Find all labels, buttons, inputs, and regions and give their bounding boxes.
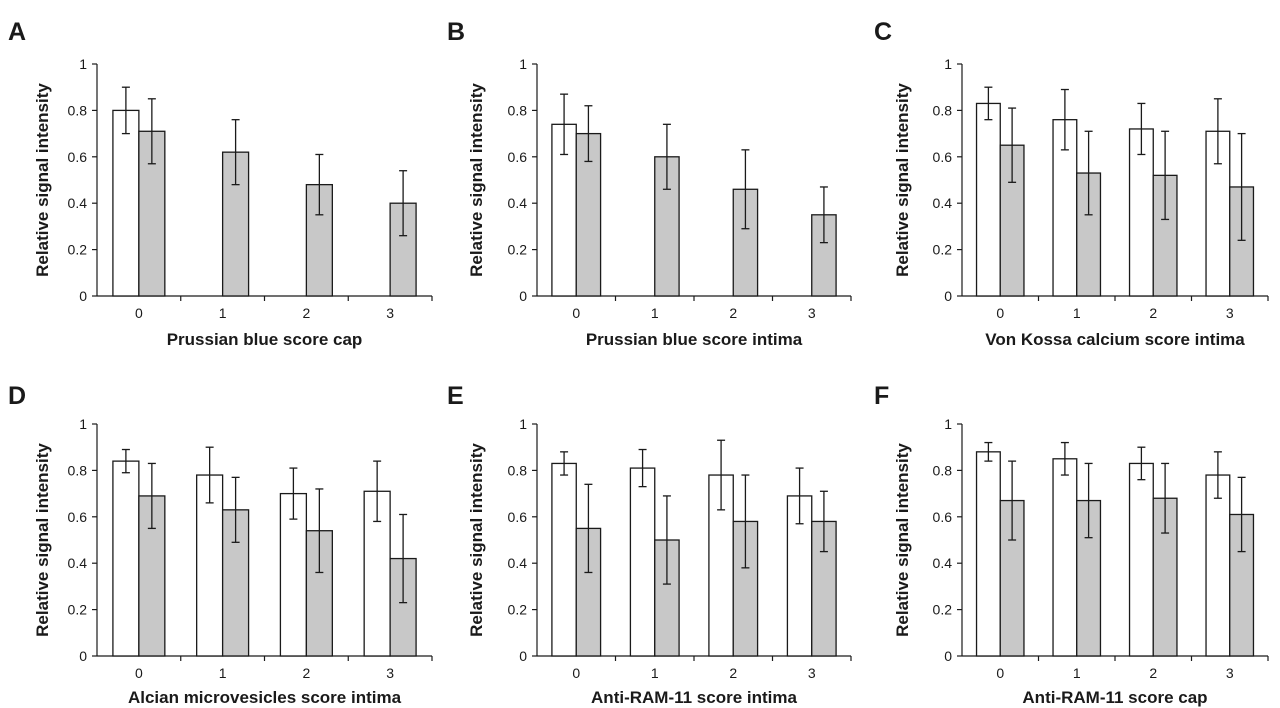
x-tick-label: 3 bbox=[1226, 305, 1234, 321]
y-tick-label: 0.6 bbox=[933, 509, 953, 525]
y-tick-label: 0.6 bbox=[508, 509, 528, 525]
y-tick-label: 0.6 bbox=[933, 149, 953, 165]
x-tick-label: 3 bbox=[808, 665, 816, 681]
panel-e: E 0 0.2 0.4 0.6 0.8 1 Relative signal intensity… bbox=[447, 382, 852, 707]
x-axis-title: Anti-RAM-11 score intima bbox=[591, 688, 797, 707]
panel-letter-c: C bbox=[874, 18, 892, 46]
open-bar bbox=[196, 474, 224, 657]
open-bar bbox=[1128, 462, 1154, 657]
x-tick-label: 2 bbox=[1149, 665, 1157, 681]
open-bar bbox=[1052, 458, 1078, 657]
panel-f: F 0 0.2 0.4 0.6 0.8 1 Relative signal intensity… bbox=[874, 382, 1269, 707]
x-tick-label: 3 bbox=[386, 665, 394, 681]
y-tick-label: 0 bbox=[519, 288, 527, 304]
x-axis-title: Von Kossa calcium score intima bbox=[985, 330, 1245, 349]
y-tick-label: 0.2 bbox=[933, 242, 953, 258]
panel-a: A 0 0.2 0.4 0.6 0.8 1 Relative signal intensity… bbox=[8, 18, 433, 349]
y-tick-label: 0 bbox=[79, 288, 87, 304]
y-tick-label: 1 bbox=[519, 56, 527, 72]
y-tick-label: 0.4 bbox=[508, 555, 528, 571]
y-tick-label: 0.8 bbox=[508, 102, 528, 118]
x-tick-label: 0 bbox=[572, 305, 580, 321]
x-tick-label: 0 bbox=[996, 305, 1004, 321]
open-bar bbox=[551, 462, 577, 657]
y-tick-label: 0.8 bbox=[508, 462, 528, 478]
y-tick-label: 0.6 bbox=[68, 149, 88, 165]
y-axis-title: Relative signal intensity bbox=[33, 83, 52, 277]
y-tick-label: 0.2 bbox=[68, 242, 88, 258]
y-tick-label: 0.4 bbox=[933, 555, 953, 571]
x-tick-label: 1 bbox=[1073, 665, 1081, 681]
panel-letter-b: B bbox=[447, 18, 465, 46]
y-axis-title: Relative signal intensity bbox=[893, 83, 912, 277]
y-tick-label: 0.2 bbox=[508, 242, 528, 258]
x-tick-label: 1 bbox=[219, 305, 227, 321]
x-tick-label: 2 bbox=[729, 305, 737, 321]
x-tick-label: 2 bbox=[302, 305, 310, 321]
y-tick-label: 1 bbox=[79, 56, 87, 72]
open-bar bbox=[112, 109, 140, 297]
panel-letter-a: A bbox=[8, 18, 26, 46]
y-tick-label: 1 bbox=[79, 416, 87, 432]
open-bar bbox=[975, 451, 1001, 657]
y-tick-label: 0.4 bbox=[68, 195, 88, 211]
x-tick-label: 3 bbox=[386, 305, 394, 321]
y-tick-label: 0.4 bbox=[68, 555, 88, 571]
y-axis-title: Relative signal intensity bbox=[467, 443, 486, 637]
x-axis-title: Anti-RAM-11 score cap bbox=[1022, 688, 1207, 707]
y-axis-title: Relative signal intensity bbox=[893, 443, 912, 637]
x-tick-label: 0 bbox=[996, 665, 1004, 681]
panel-letter-f: F bbox=[874, 382, 889, 410]
y-tick-label: 0.8 bbox=[68, 102, 88, 118]
x-tick-label: 2 bbox=[729, 665, 737, 681]
y-tick-label: 0.6 bbox=[68, 509, 88, 525]
x-tick-label: 2 bbox=[1149, 305, 1157, 321]
y-tick-label: 1 bbox=[944, 56, 952, 72]
x-tick-label: 0 bbox=[572, 665, 580, 681]
open-bar bbox=[1205, 474, 1231, 657]
x-tick-label: 0 bbox=[135, 305, 143, 321]
y-tick-label: 0.2 bbox=[508, 602, 528, 618]
open-bar bbox=[975, 102, 1001, 297]
y-tick-label: 0.2 bbox=[933, 602, 953, 618]
x-axis-title: Prussian blue score cap bbox=[167, 330, 363, 349]
y-axis-title: Relative signal intensity bbox=[33, 443, 52, 637]
y-tick-label: 0.8 bbox=[68, 462, 88, 478]
x-tick-label: 1 bbox=[651, 665, 659, 681]
y-tick-label: 0 bbox=[79, 648, 87, 664]
y-tick-label: 0 bbox=[944, 288, 952, 304]
panel-c: C 0 0.2 0.4 0.6 0.8 1 Relative signal intensity… bbox=[874, 18, 1269, 349]
y-tick-label: 0 bbox=[944, 648, 952, 664]
y-axis-title: Relative signal intensity bbox=[467, 83, 486, 277]
y-tick-label: 0.6 bbox=[508, 149, 528, 165]
y-tick-label: 0 bbox=[519, 648, 527, 664]
panel-b: B 0 0.2 0.4 0.6 0.8 1 Relative signal intensity… bbox=[447, 18, 852, 349]
y-tick-label: 1 bbox=[519, 416, 527, 432]
panel-d: D 0 0.2 0.4 0.6 0.8 1 Relative signal intensity… bbox=[8, 382, 433, 707]
y-tick-label: 0.2 bbox=[68, 602, 88, 618]
x-tick-label: 1 bbox=[219, 665, 227, 681]
y-tick-label: 0.4 bbox=[933, 195, 953, 211]
filled-bar bbox=[138, 495, 166, 657]
y-tick-label: 0.4 bbox=[508, 195, 528, 211]
x-axis-title: Prussian blue score intima bbox=[586, 330, 803, 349]
x-tick-label: 1 bbox=[651, 305, 659, 321]
y-tick-label: 0.8 bbox=[933, 102, 953, 118]
x-axis-title: Alcian microvesicles score intima bbox=[128, 688, 402, 707]
open-bar bbox=[112, 460, 140, 657]
x-tick-label: 1 bbox=[1073, 305, 1081, 321]
panel-letter-e: E bbox=[447, 382, 464, 410]
panel-letter-d: D bbox=[8, 382, 26, 410]
x-tick-label: 3 bbox=[808, 305, 816, 321]
y-tick-label: 1 bbox=[944, 416, 952, 432]
y-tick-label: 0.8 bbox=[933, 462, 953, 478]
x-tick-label: 2 bbox=[302, 665, 310, 681]
open-bar bbox=[629, 467, 656, 657]
x-tick-label: 0 bbox=[135, 665, 143, 681]
x-tick-label: 3 bbox=[1226, 665, 1234, 681]
